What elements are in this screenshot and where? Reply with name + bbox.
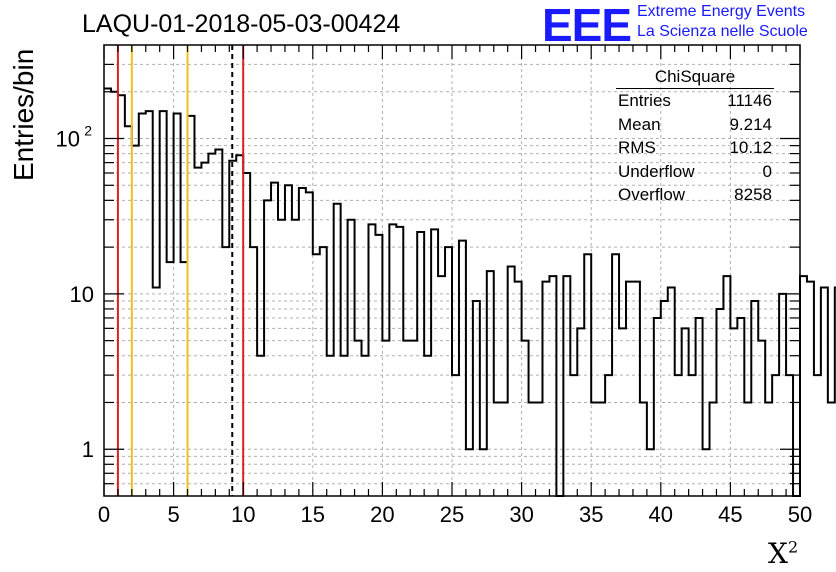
stats-value: 9.214: [729, 114, 772, 134]
y-tick-label: 10: [56, 127, 80, 152]
logo-line-1: Extreme Energy Events: [637, 3, 806, 20]
stats-row-overflow: Overflow 8258: [612, 183, 778, 207]
x-tick-label: 15: [301, 502, 325, 527]
y-tick-label: 10: [70, 282, 94, 307]
x-tick-label: 10: [231, 502, 255, 527]
stats-row-rms: RMS 10.12: [612, 136, 778, 160]
logo-line-2: La Scienza nelle Scuole: [637, 23, 808, 40]
x-axis-label: X2: [768, 537, 798, 570]
x-axis-label-text: X: [768, 537, 788, 570]
x-tick-label: 35: [579, 502, 603, 527]
y-axis-label: Entries/bin: [8, 48, 39, 181]
y-tick-label: 1: [82, 437, 94, 462]
logo-mark: EEE: [542, 0, 632, 51]
stats-label: Overflow: [618, 185, 686, 204]
stats-row-entries: Entries 11146: [612, 89, 778, 113]
x-tick-label: 40: [649, 502, 673, 527]
axis-ticks: [103, 45, 801, 496]
stats-row-underflow: Underflow 0: [612, 160, 778, 184]
x-tick-label: 45: [718, 502, 742, 527]
histogram-outline: [104, 87, 836, 497]
stats-label: Mean: [618, 114, 661, 134]
stats-label: RMS: [618, 138, 656, 157]
stats-box: ChiSquare Entries 11146 Mean 9.214 RMS 1…: [612, 66, 778, 207]
x-tick-label: 0: [98, 502, 110, 527]
marker-lines: [116, 45, 245, 496]
x-tick-label: 50: [788, 502, 812, 527]
stats-value: 11146: [727, 91, 772, 110]
stats-value: 0: [762, 161, 772, 181]
histogram-bars: [104, 87, 836, 497]
stats-title: ChiSquare: [616, 66, 774, 89]
chart-title: LAQU-01-2018-05-03-00424: [82, 10, 401, 38]
stats-row-mean: Mean 9.214: [612, 113, 778, 137]
stats-label: Underflow: [618, 161, 695, 181]
y-tick-label-exponent: 2: [84, 123, 92, 139]
stats-value: 10.12: [729, 138, 772, 157]
x-tick-label: 20: [370, 502, 394, 527]
stats-label: Entries: [618, 91, 671, 110]
stats-value: 8258: [734, 185, 772, 204]
x-tick-label: 30: [509, 502, 533, 527]
x-axis-label-superscript: 2: [787, 537, 799, 557]
x-tick-label: 5: [167, 502, 179, 527]
x-tick-label: 25: [440, 502, 464, 527]
